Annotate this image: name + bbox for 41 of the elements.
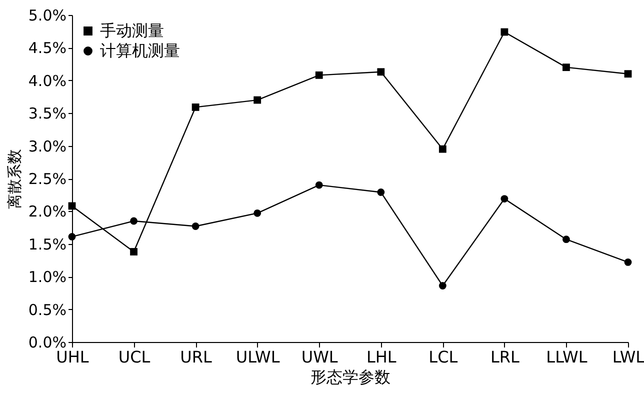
x-tick-label: URL [180, 348, 212, 366]
point [192, 104, 200, 111]
legend-label: 手动测量 [100, 21, 164, 40]
point [438, 282, 446, 290]
x-tick-label: LRL [490, 348, 520, 366]
x-tick-label: LCL [428, 348, 458, 366]
point [254, 209, 262, 217]
point [500, 195, 508, 202]
point [377, 188, 385, 196]
point [315, 71, 323, 79]
y-tick-label: 0.5% [28, 300, 66, 319]
point [130, 217, 138, 225]
point [624, 258, 632, 266]
point [500, 28, 508, 36]
x-tick-label: LLWL [546, 348, 588, 366]
y-tick-label: 4.0% [28, 72, 66, 90]
point [315, 181, 323, 189]
y-tick-label: 1.0% [28, 268, 66, 286]
y-tick-label: 3.5% [28, 104, 66, 123]
point [438, 145, 446, 153]
point [68, 233, 76, 240]
point [377, 68, 385, 76]
point [192, 222, 200, 230]
x-tick-label: ULWL [236, 348, 280, 366]
point [624, 70, 632, 78]
y-tick-label: 2.0% [28, 202, 66, 221]
point [254, 96, 262, 104]
point [130, 248, 138, 256]
legend-label: 计算机测量 [100, 41, 180, 60]
y-axis-title: 离散系数 [5, 149, 24, 209]
y-tick-label: 2.5% [28, 170, 66, 188]
point [562, 64, 570, 72]
point [562, 236, 570, 244]
x-tick-label: UWL [301, 348, 338, 366]
x-tick-label: LHL [366, 348, 396, 366]
y-tick-label: 3.0% [28, 137, 66, 156]
y-tick-label: 5.0% [28, 6, 66, 24]
x-tick-label: UCL [118, 348, 150, 366]
x-axis-title: 形态学参数 [310, 368, 390, 386]
y-tick-label: 1.5% [28, 235, 66, 254]
y-tick-label: 4.5% [28, 39, 66, 58]
